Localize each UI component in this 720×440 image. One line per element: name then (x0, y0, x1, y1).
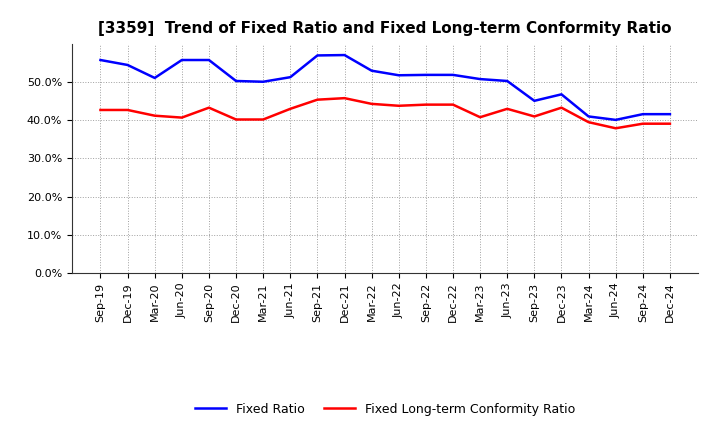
Fixed Long-term Conformity Ratio (367, 101, 376, 106)
Fixed Ratio (204, 57, 213, 62)
Line: Fixed Ratio: Fixed Ratio (101, 55, 670, 120)
Fixed Long-term Conformity Ratio (341, 95, 349, 101)
Fixed Ratio (421, 72, 430, 77)
Fixed Ratio (503, 78, 511, 84)
Line: Fixed Long-term Conformity Ratio: Fixed Long-term Conformity Ratio (101, 98, 670, 128)
Fixed Long-term Conformity Ratio (530, 114, 539, 119)
Fixed Ratio (259, 79, 268, 84)
Fixed Long-term Conformity Ratio (232, 117, 240, 122)
Fixed Long-term Conformity Ratio (476, 114, 485, 120)
Fixed Ratio (96, 57, 105, 62)
Fixed Ratio (341, 52, 349, 58)
Fixed Long-term Conformity Ratio (150, 113, 159, 118)
Fixed Ratio (476, 77, 485, 82)
Fixed Long-term Conformity Ratio (123, 107, 132, 113)
Fixed Ratio (639, 111, 647, 117)
Fixed Long-term Conformity Ratio (96, 107, 105, 113)
Fixed Ratio (232, 78, 240, 84)
Fixed Long-term Conformity Ratio (178, 115, 186, 120)
Legend: Fixed Ratio, Fixed Long-term Conformity Ratio: Fixed Ratio, Fixed Long-term Conformity … (190, 398, 580, 421)
Fixed Ratio (557, 92, 566, 97)
Fixed Long-term Conformity Ratio (611, 126, 620, 131)
Fixed Ratio (313, 53, 322, 58)
Fixed Long-term Conformity Ratio (421, 102, 430, 107)
Fixed Long-term Conformity Ratio (557, 105, 566, 110)
Fixed Ratio (286, 74, 294, 80)
Fixed Long-term Conformity Ratio (313, 97, 322, 103)
Fixed Ratio (150, 75, 159, 81)
Fixed Ratio (178, 57, 186, 62)
Fixed Long-term Conformity Ratio (503, 106, 511, 111)
Title: [3359]  Trend of Fixed Ratio and Fixed Long-term Conformity Ratio: [3359] Trend of Fixed Ratio and Fixed Lo… (99, 21, 672, 36)
Fixed Long-term Conformity Ratio (259, 117, 268, 122)
Fixed Long-term Conformity Ratio (584, 120, 593, 125)
Fixed Ratio (665, 111, 674, 117)
Fixed Long-term Conformity Ratio (639, 121, 647, 126)
Fixed Long-term Conformity Ratio (286, 106, 294, 111)
Fixed Long-term Conformity Ratio (204, 105, 213, 110)
Fixed Long-term Conformity Ratio (665, 121, 674, 126)
Fixed Long-term Conformity Ratio (449, 102, 457, 107)
Fixed Ratio (584, 114, 593, 119)
Fixed Ratio (611, 117, 620, 122)
Fixed Long-term Conformity Ratio (395, 103, 403, 108)
Fixed Ratio (530, 98, 539, 103)
Fixed Ratio (123, 62, 132, 68)
Fixed Ratio (449, 72, 457, 77)
Fixed Ratio (367, 68, 376, 73)
Fixed Ratio (395, 73, 403, 78)
